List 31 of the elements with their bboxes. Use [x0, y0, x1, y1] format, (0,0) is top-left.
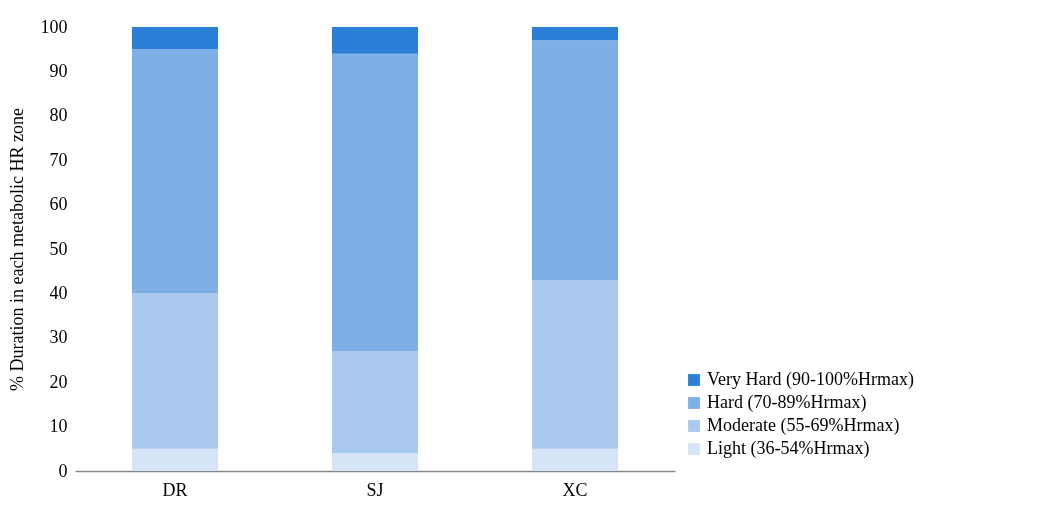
- y-tick-label: 100: [40, 16, 68, 37]
- legend-label: Hard (70-89%Hrmax): [707, 392, 867, 413]
- y-tick-label: 0: [58, 460, 68, 481]
- bar: [132, 49, 218, 294]
- y-tick-label: 70: [49, 149, 68, 170]
- x-tick-label: XC: [562, 479, 588, 500]
- bar: [132, 293, 218, 449]
- bar: [532, 40, 618, 281]
- y-tick-label: 40: [49, 282, 68, 303]
- legend-label: Very Hard (90-100%Hrmax): [707, 369, 914, 390]
- y-tick-label: 60: [49, 194, 68, 215]
- x-tick-label: SJ: [366, 479, 384, 500]
- bar: [332, 53, 418, 352]
- bar: [532, 27, 618, 41]
- x-tick-label: DR: [162, 479, 188, 500]
- y-tick-label: 50: [49, 238, 68, 259]
- bar: [132, 27, 218, 50]
- bar: [332, 27, 418, 54]
- y-tick-label: 90: [49, 60, 68, 81]
- y-tick-label: 10: [49, 416, 68, 437]
- bar: [332, 351, 418, 454]
- y-tick-label: 20: [49, 371, 68, 392]
- bar: [332, 453, 418, 471]
- legend-label: Moderate (55-69%Hrmax): [707, 415, 900, 436]
- bar: [532, 448, 618, 471]
- legend-label: Light (36-54%Hrmax): [707, 438, 870, 459]
- y-axis-title: % Duration in each metabolic HR zone: [6, 108, 27, 391]
- bar: [132, 448, 218, 471]
- bar: [532, 280, 618, 449]
- y-tick-label: 30: [49, 327, 68, 348]
- y-tick-label: 80: [49, 105, 68, 126]
